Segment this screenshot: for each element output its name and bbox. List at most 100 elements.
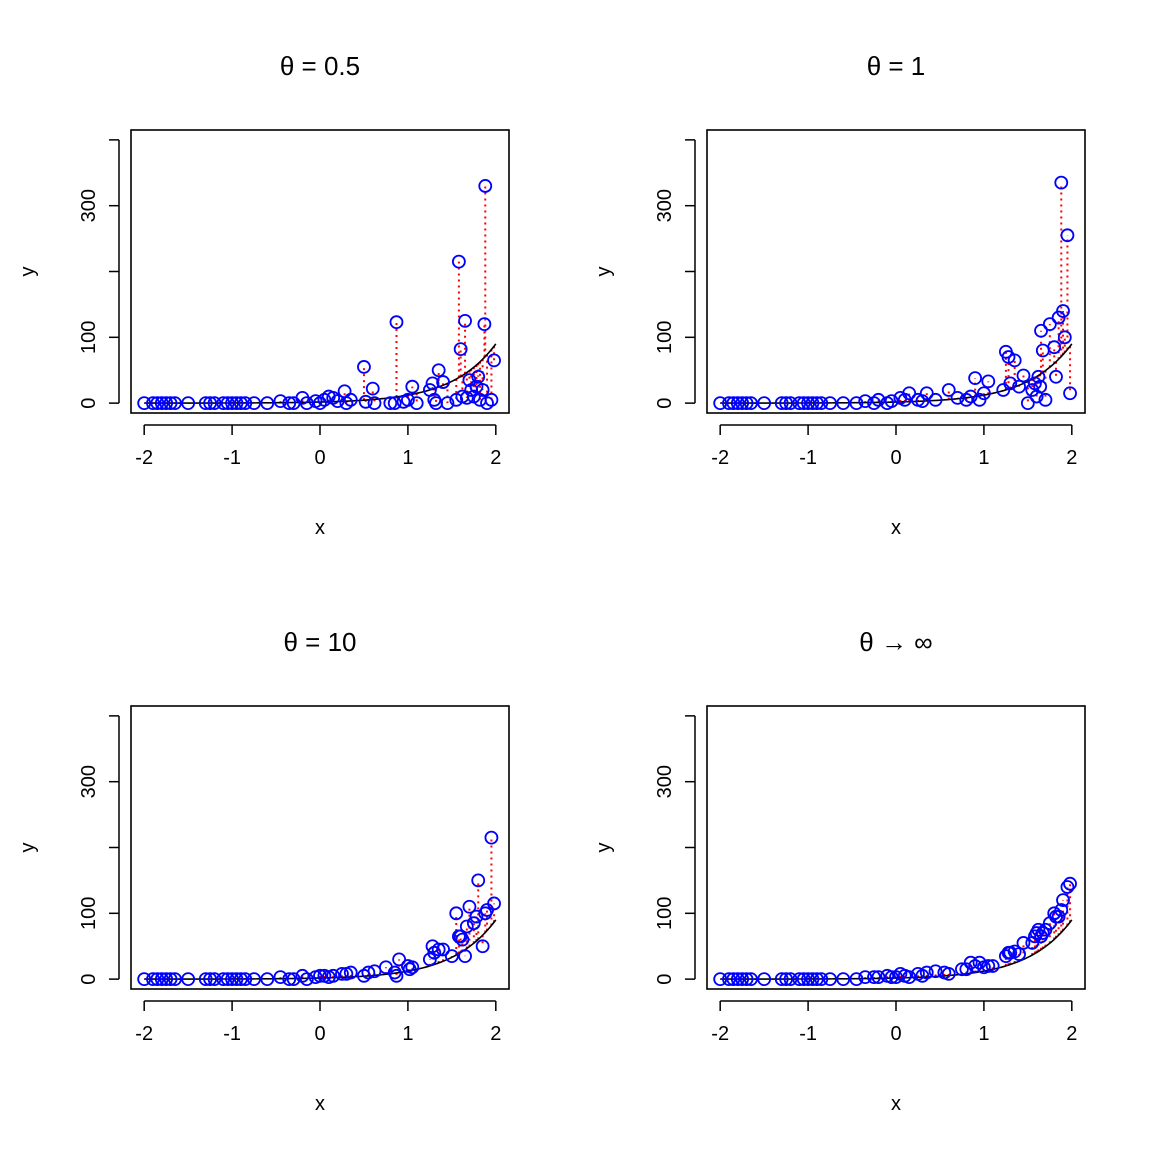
x-axis-label: x xyxy=(891,517,901,539)
data-point xyxy=(260,396,275,411)
data-point xyxy=(968,371,983,386)
data-point xyxy=(154,396,169,411)
plot-frame xyxy=(130,129,510,414)
x-tick-label: 2 xyxy=(1066,1023,1077,1045)
data-point xyxy=(238,396,253,411)
data-point xyxy=(146,972,160,987)
y-axis-label: y xyxy=(17,843,39,853)
x-tick-label: -2 xyxy=(711,447,729,469)
data-point xyxy=(981,374,996,389)
panel-title: θ → ∞ xyxy=(859,627,932,657)
data-point xyxy=(260,972,275,987)
data-point xyxy=(405,379,420,394)
data-point xyxy=(774,396,789,411)
data-point xyxy=(343,965,358,980)
data-point xyxy=(475,383,490,397)
data-point xyxy=(220,972,235,987)
data-point xyxy=(469,909,484,924)
x-tick-label: -1 xyxy=(223,447,241,469)
data-point xyxy=(1060,880,1075,894)
x-tick-label: -2 xyxy=(135,1023,153,1045)
data-point xyxy=(884,394,899,409)
data-point xyxy=(722,972,736,987)
data-point xyxy=(902,970,917,985)
data-point xyxy=(233,396,248,411)
plot-area xyxy=(137,830,501,987)
data-point xyxy=(220,396,235,411)
data-point xyxy=(730,972,745,987)
data-point xyxy=(387,396,402,411)
data-point xyxy=(867,970,881,985)
data-point xyxy=(783,396,798,411)
data-point xyxy=(458,313,472,328)
data-point xyxy=(313,968,327,983)
data-point xyxy=(858,394,873,409)
data-point xyxy=(1054,175,1069,190)
data-point xyxy=(431,363,446,378)
data-point xyxy=(150,396,165,411)
data-point xyxy=(207,972,222,987)
data-point xyxy=(168,972,182,987)
x-tick-label: -1 xyxy=(799,1023,817,1045)
data-point xyxy=(757,972,772,987)
data-point xyxy=(361,965,376,980)
data-point xyxy=(739,396,754,411)
data-point xyxy=(247,396,261,411)
data-point xyxy=(451,254,466,269)
data-point xyxy=(357,360,371,374)
data-point xyxy=(207,396,222,411)
data-point xyxy=(801,972,815,987)
data-point xyxy=(792,972,807,987)
data-point xyxy=(977,386,991,401)
data-point xyxy=(858,970,873,985)
plot-area xyxy=(137,179,501,411)
data-point xyxy=(1031,369,1046,384)
y-tick-label: 0 xyxy=(78,974,100,985)
data-point xyxy=(941,383,956,397)
data-point xyxy=(1063,386,1077,401)
y-tick-label: 0 xyxy=(654,974,676,985)
plot-frame xyxy=(130,705,510,990)
x-tick-label: 1 xyxy=(402,447,413,469)
data-point xyxy=(713,396,728,411)
mean-curve xyxy=(144,919,497,980)
y-tick-label: 100 xyxy=(654,897,676,930)
data-point xyxy=(792,396,807,411)
data-point xyxy=(985,959,1000,973)
data-point xyxy=(757,396,772,411)
data-point xyxy=(159,972,174,987)
data-point xyxy=(735,396,750,411)
data-point xyxy=(383,396,398,411)
data-point xyxy=(1033,379,1048,394)
data-point xyxy=(779,972,794,987)
x-tick-label: 2 xyxy=(490,1023,501,1045)
data-point xyxy=(1056,893,1070,908)
data-point xyxy=(487,896,501,911)
x-tick-label: 1 xyxy=(978,1023,989,1045)
x-axis-label: x xyxy=(315,1093,325,1115)
data-point xyxy=(198,396,213,411)
data-point xyxy=(941,966,956,981)
data-point xyxy=(919,965,934,980)
data-point xyxy=(484,830,499,845)
x-axis-label: x xyxy=(315,517,325,539)
data-point xyxy=(726,972,741,987)
data-point xyxy=(471,369,486,384)
data-point xyxy=(343,392,358,407)
data-point xyxy=(796,972,811,987)
data-point xyxy=(358,394,373,409)
data-point xyxy=(282,972,297,987)
data-point xyxy=(367,396,382,411)
data-point xyxy=(462,899,477,914)
data-point xyxy=(730,396,745,411)
data-point xyxy=(1016,368,1031,383)
data-point xyxy=(431,942,446,957)
data-point xyxy=(783,972,798,987)
data-point xyxy=(238,972,253,987)
data-point xyxy=(150,972,165,987)
y-axis-label: y xyxy=(593,267,615,277)
data-point xyxy=(722,396,736,411)
x-tick-label: -2 xyxy=(711,1023,729,1045)
data-point xyxy=(849,972,864,987)
data-point xyxy=(801,396,815,411)
